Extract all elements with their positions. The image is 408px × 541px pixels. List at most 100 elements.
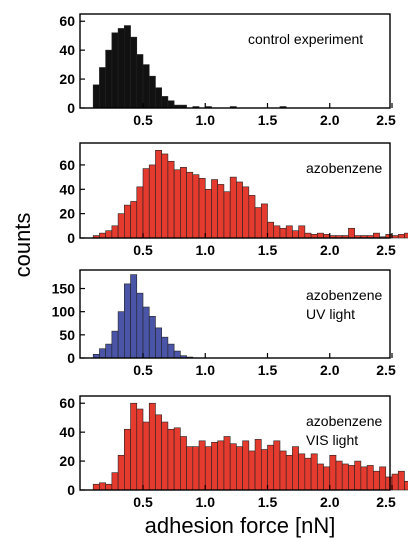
histogram-bar <box>130 402 138 491</box>
histogram-bar <box>155 150 162 239</box>
y-tick-label: 40 <box>59 181 75 197</box>
histogram-bar <box>298 225 306 239</box>
histogram-bar <box>111 32 119 109</box>
histogram-bar <box>267 444 275 491</box>
histogram-bar <box>248 450 256 491</box>
histogram-bar <box>236 446 243 491</box>
histogram-bar <box>142 421 150 491</box>
histogram-bar <box>404 481 408 491</box>
histogram-bar <box>99 67 106 109</box>
histogram-bar <box>373 232 380 239</box>
y-tick-label: 150 <box>52 281 76 297</box>
y-tick-label: 50 <box>59 327 75 343</box>
y-tick-label: 0 <box>67 350 75 366</box>
histogram-panel-4: 0 20 40 60 0.5 1.0 1.5 2.0 2.5 azobenzene VIS ligh… <box>59 395 408 510</box>
histogram-bar <box>167 428 175 491</box>
histogram-bar <box>167 160 175 239</box>
histogram-bar <box>304 457 312 491</box>
y-tick-label: 100 <box>52 304 76 320</box>
plot-frame <box>79 13 391 109</box>
histogram-bar <box>217 440 225 491</box>
histogram-bar <box>105 49 113 109</box>
panels: 0 20 40 60 0.5 1.0 1.5 2.0 2.5 control experiment… <box>52 13 408 510</box>
histogram-bar <box>117 311 125 359</box>
histogram-bar <box>248 195 256 239</box>
histogram-bar <box>117 28 125 109</box>
histogram-bar <box>142 168 150 239</box>
x-tick-label: 2.5 <box>376 112 396 128</box>
histogram-bar <box>298 453 306 491</box>
histogram-bar <box>111 472 119 491</box>
histogram-bar <box>161 96 169 109</box>
histogram-bar <box>99 482 106 491</box>
x-tick-label: 2.0 <box>320 242 340 258</box>
histogram-bar <box>229 443 237 491</box>
histogram-bar <box>105 483 113 491</box>
histogram-bar <box>161 421 169 491</box>
histogram-bar <box>148 164 156 239</box>
histogram-bar <box>254 439 262 491</box>
histogram-bar <box>148 75 156 109</box>
histogram-bar <box>348 227 355 239</box>
histogram-bar <box>136 186 144 239</box>
histogram-bar <box>397 234 405 239</box>
panel-annotation: control experiment <box>248 31 363 47</box>
histogram-bar <box>254 207 262 239</box>
y-tick-label: 20 <box>59 206 75 222</box>
histogram-bar <box>130 201 138 239</box>
histogram-bar <box>198 178 206 239</box>
histogram-bar <box>155 414 162 491</box>
histogram-bar <box>391 473 399 491</box>
histogram-bar <box>136 292 144 359</box>
histogram-bar <box>211 179 218 239</box>
y-tick-label: 60 <box>59 13 75 29</box>
x-tick-label: 2.0 <box>320 112 340 128</box>
y-tick-label: 60 <box>59 157 75 173</box>
histogram-bar <box>260 203 268 239</box>
x-tick-label: 1.0 <box>196 494 216 510</box>
histogram-bar <box>329 454 337 491</box>
x-tick-label: 2.0 <box>320 362 340 378</box>
plot-frame <box>79 269 391 359</box>
y-tick-label: 0 <box>67 230 75 246</box>
x-axis-label: adhesion force [nN] <box>145 513 336 538</box>
histogram-bar <box>304 232 312 239</box>
x-tick-label: 0.5 <box>133 112 153 128</box>
histogram-bar <box>180 167 187 239</box>
histogram-bar <box>354 460 362 491</box>
histogram-bar <box>279 450 287 491</box>
histogram-bar <box>148 402 156 491</box>
x-tick-label: 1.5 <box>258 112 278 128</box>
histogram-bar <box>173 427 181 491</box>
histogram-bar <box>348 465 355 491</box>
histogram-bar <box>136 408 144 491</box>
histogram-panel-3: 0 50 100 150 0.5 1.0 1.5 2.0 2.5 azobenzene UV lig… <box>52 269 396 378</box>
histogram-bar <box>99 348 106 359</box>
histogram-bar <box>142 306 150 359</box>
histogram-bar <box>204 188 212 239</box>
histogram-bar <box>292 230 299 239</box>
x-tick-label: 0.5 <box>133 242 153 258</box>
histogram-panel-2: 0 20 40 60 0.5 1.0 1.5 2.0 2.5 azobenzene <box>59 142 408 258</box>
histogram-bar <box>155 87 162 109</box>
histogram-bar <box>279 227 287 239</box>
histogram-bar <box>105 230 113 239</box>
histogram-bar <box>273 225 281 239</box>
histogram-bar <box>117 213 125 239</box>
histogram-bar <box>161 336 169 359</box>
histogram-bar <box>204 446 212 491</box>
histogram-bar <box>360 466 368 491</box>
histogram-bar <box>404 232 408 239</box>
histogram-bar <box>242 186 250 239</box>
y-axis-label: counts <box>10 213 35 278</box>
plot-frame <box>79 142 391 239</box>
histogram-bar <box>285 454 293 491</box>
histogram-bar <box>385 476 393 491</box>
histogram-bar <box>366 465 374 491</box>
panel-annotation: azobenzene <box>306 160 383 176</box>
panel-annotation: azobenzene <box>306 287 383 303</box>
histogram-bar <box>124 204 131 239</box>
x-tick-label: 1.5 <box>258 362 278 378</box>
histogram-bar <box>260 449 268 491</box>
panel-annotation: VIS light <box>306 432 358 448</box>
